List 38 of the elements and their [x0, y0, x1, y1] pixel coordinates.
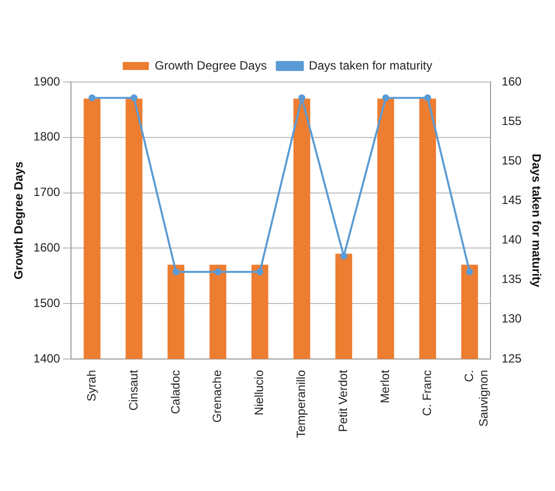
y2-axis-title: Days taken for maturity: [529, 154, 544, 288]
x-tick-label: C. Franc: [420, 370, 434, 416]
x-tick-label: Merlot: [378, 369, 392, 404]
x-tick-label: Niellucio: [252, 370, 266, 416]
y-tick-label: 1800: [33, 130, 60, 144]
y2-tick-label: 140: [502, 232, 522, 247]
y2-tick-label: 135: [502, 272, 522, 286]
y-tick-label: 1900: [33, 74, 60, 88]
y2-tick-label: 145: [502, 193, 522, 208]
y2-tick-label: 125: [502, 351, 522, 366]
y2-tick-label: 160: [502, 74, 522, 88]
y-tick-label: 1700: [33, 185, 60, 200]
point: [172, 268, 180, 276]
legend-label: Growth Degree Days: [154, 58, 267, 72]
y-tick-label: 1600: [33, 240, 60, 254]
point: [88, 94, 96, 102]
point: [340, 252, 348, 260]
x-tick-label: Temperanillo: [294, 370, 308, 438]
x-tick-label: Petit Verdot: [336, 369, 350, 432]
point: [298, 94, 306, 102]
x-tick-label: Cinsaut: [126, 369, 140, 411]
y2-tick-label: 155: [502, 114, 522, 128]
x-tick-label: C. Sauvignon: [462, 370, 490, 427]
y-tick-label: 1500: [33, 296, 60, 310]
y2-tick-label: 130: [502, 312, 522, 326]
point: [424, 94, 432, 102]
point: [466, 268, 474, 276]
point: [256, 268, 264, 276]
legend-label: Days taken for maturity: [308, 58, 432, 72]
y-tick-label: 1400: [33, 351, 60, 366]
point: [130, 94, 138, 102]
point: [214, 268, 222, 276]
x-tick-label: Grenache: [210, 370, 224, 423]
x-tick-label: Syrah: [84, 370, 98, 402]
x-tick-label: Caladoc: [168, 370, 182, 414]
y2-tick-label: 150: [502, 153, 522, 168]
point: [382, 94, 390, 102]
y-axis-title: Growth Degree Days: [12, 161, 26, 280]
